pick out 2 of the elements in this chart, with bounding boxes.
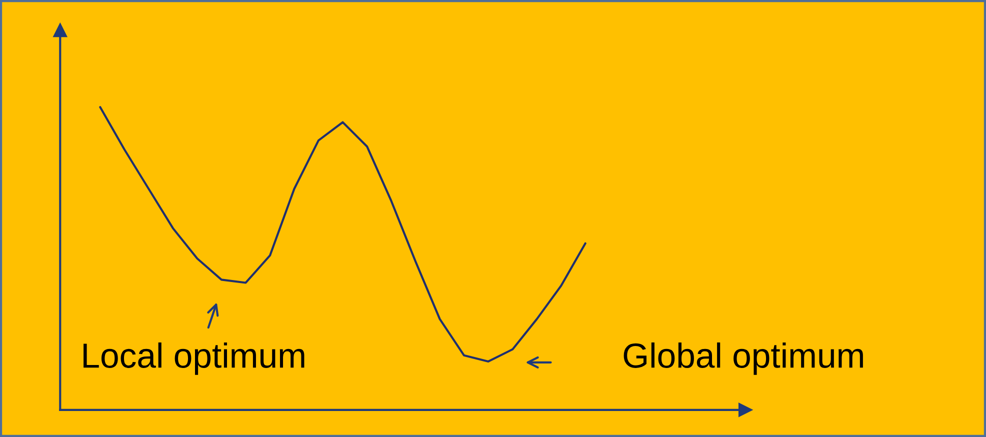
text: Global optimum: [624, 342, 863, 375]
annotation: Local optimum: [84, 342, 304, 375]
